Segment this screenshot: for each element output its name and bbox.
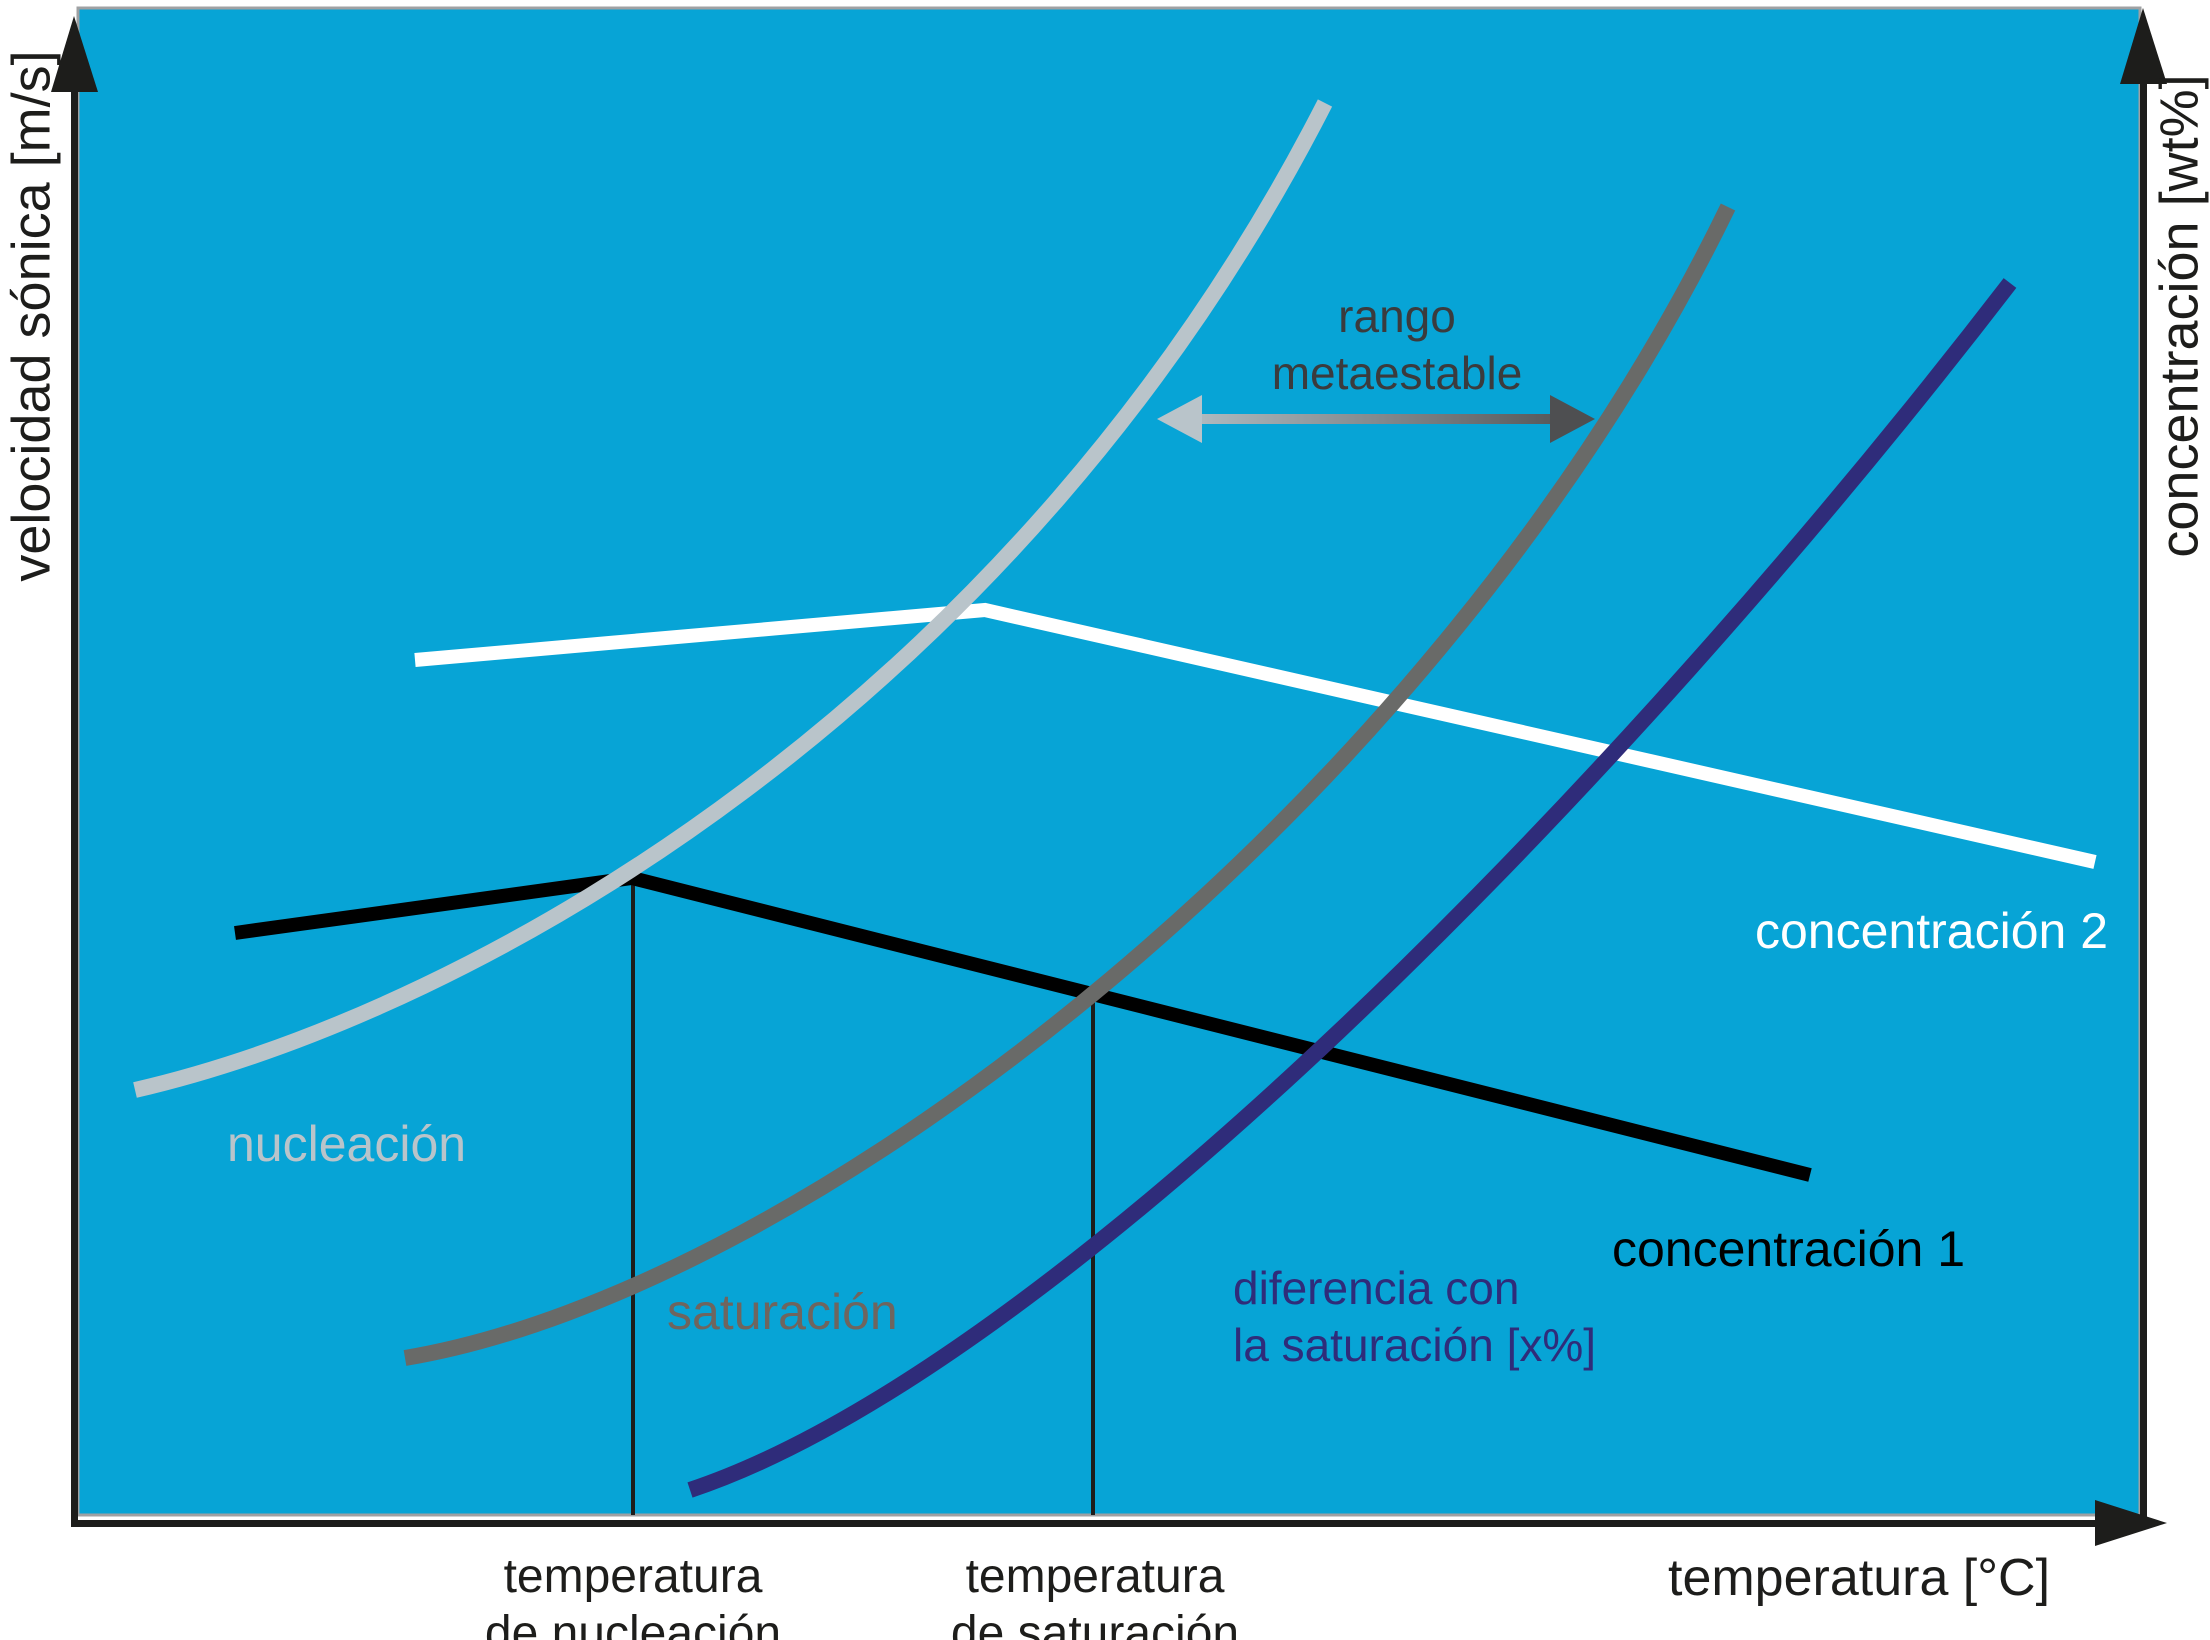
saturation-curve-label: saturación xyxy=(667,1284,898,1340)
concentration1-label: concentración 1 xyxy=(1612,1221,1966,1277)
metastable-range-arrow xyxy=(1157,395,1595,443)
y-axis-right-line xyxy=(2140,78,2147,1527)
arrow-right-icon xyxy=(2095,1500,2167,1546)
y-axis-right-title: concentración [wt%] xyxy=(2150,36,2210,596)
x-axis-line xyxy=(71,1520,2101,1527)
arrow-up-icon xyxy=(51,16,98,92)
arrow-up-icon xyxy=(2120,8,2167,84)
arrow-left-icon xyxy=(1157,395,1202,443)
y-axis-left-line xyxy=(71,85,78,1527)
concentration2-line xyxy=(414,602,2097,869)
y-axis-right xyxy=(2120,8,2167,1527)
nucleation-curve xyxy=(133,99,1333,1098)
difference-line2: la saturación [x%] xyxy=(1233,1319,1597,1371)
y-axis-right-title-text: concentración [wt%] xyxy=(2150,74,2210,558)
nucleation-curve-label: nucleación xyxy=(227,1116,467,1172)
difference-line1: diferencia con xyxy=(1233,1262,1520,1314)
y-axis-left-title: velocidad sónica [m/s] xyxy=(0,26,64,606)
tick-nucleation-line2: de nucleación xyxy=(484,1607,782,1640)
difference-curve-label: diferencia con la saturación [x%] xyxy=(1233,1260,1596,1374)
tick-nucleation-temperature: temperatura de nucleación xyxy=(383,1548,883,1640)
arrow-right-icon xyxy=(1550,395,1595,443)
metastable-line1: rango xyxy=(1338,290,1456,342)
saturation-curve xyxy=(403,203,1736,1366)
difference-curve xyxy=(687,278,2017,1498)
concentration2-label: concentración 2 xyxy=(1755,903,2109,959)
x-axis xyxy=(71,1500,2167,1546)
tick-nucleation-line1: temperatura xyxy=(503,1550,763,1603)
x-axis-title: temperatura [°C] xyxy=(1668,1549,2051,1607)
metastable-line2: metaestable xyxy=(1271,347,1523,399)
tick-saturation-line2: de saturación xyxy=(950,1607,1240,1640)
tick-saturation-temperature: temperatura de saturación xyxy=(845,1548,1345,1640)
tick-saturation-line1: temperatura xyxy=(965,1550,1225,1603)
y-axis-left xyxy=(51,16,98,1527)
metastable-range-label: rango metaestable xyxy=(1147,288,1647,402)
plot-area xyxy=(76,6,2142,1517)
y-axis-left-title-text: velocidad sónica [m/s] xyxy=(2,50,62,582)
